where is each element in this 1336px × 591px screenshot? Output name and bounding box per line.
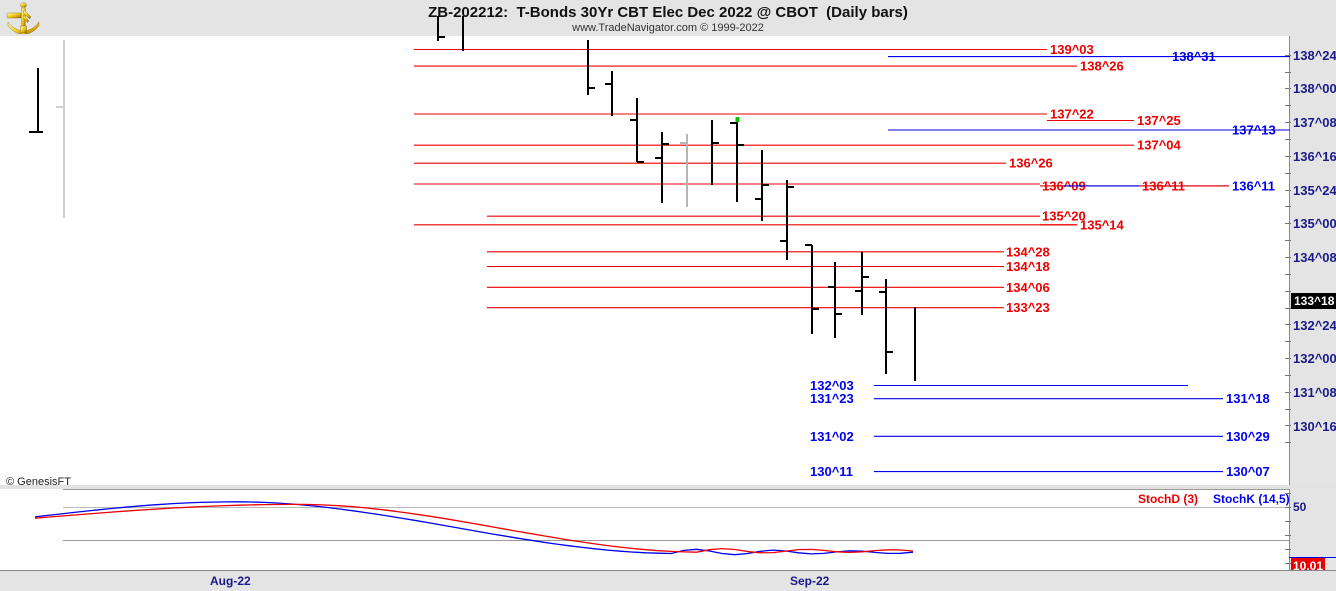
svg-text:137^04: 137^04: [1137, 138, 1182, 153]
svg-text:131^18: 131^18: [1226, 391, 1270, 406]
svg-text:134^28: 134^28: [1006, 244, 1050, 259]
svg-text:133^23: 133^23: [1006, 300, 1050, 315]
svg-text:138^31: 138^31: [1172, 49, 1216, 64]
svg-text:135^14: 135^14: [1080, 217, 1125, 232]
svg-text:134^18: 134^18: [1006, 259, 1050, 274]
svg-text:131^02: 131^02: [810, 429, 854, 444]
svg-text:130^11: 130^11: [810, 464, 853, 479]
svg-text:134^06: 134^06: [1006, 280, 1050, 295]
svg-text:137^25: 137^25: [1137, 113, 1181, 128]
svg-text:138^26: 138^26: [1080, 59, 1124, 74]
svg-text:130^07: 130^07: [1226, 464, 1270, 479]
svg-text:136^11: 136^11: [1232, 178, 1275, 193]
svg-text:131^23: 131^23: [810, 391, 854, 406]
svg-text:137^13: 137^13: [1232, 123, 1276, 138]
svg-text:137^22: 137^22: [1050, 107, 1094, 122]
svg-text:136^26: 136^26: [1009, 156, 1053, 171]
svg-text:130^29: 130^29: [1226, 429, 1270, 444]
svg-text:139^03: 139^03: [1050, 42, 1094, 57]
svg-text:136^11: 136^11: [1142, 178, 1185, 193]
